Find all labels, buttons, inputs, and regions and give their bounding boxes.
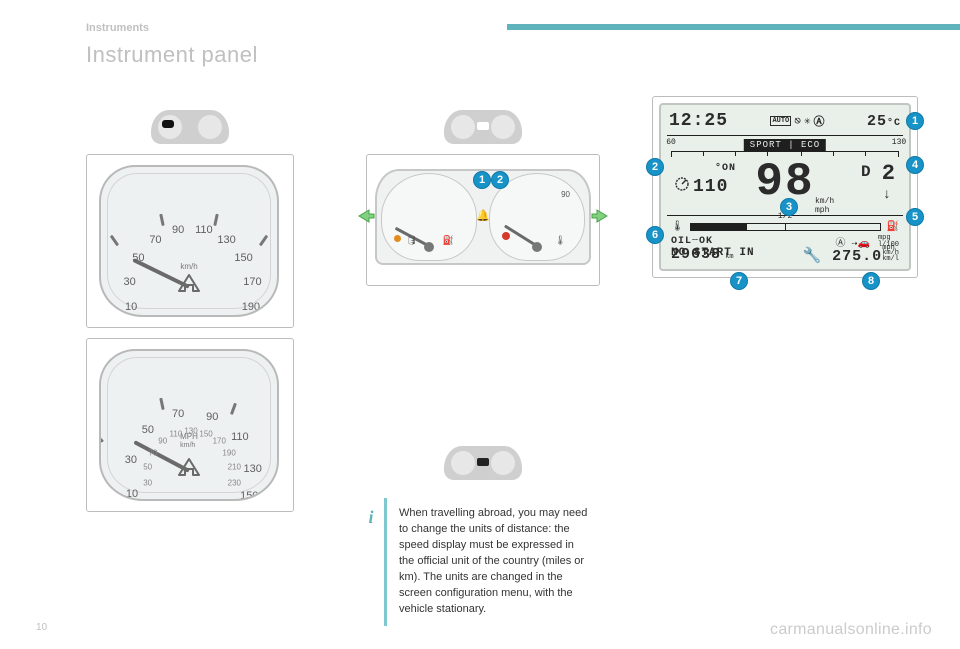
dial-number-inner: 110 bbox=[170, 429, 183, 438]
lcd-frame: 12:25 AUTO ⎋ ✳ Ⓐ 25°C SPORT | ECO 60 130 bbox=[652, 96, 918, 278]
dial-number: 110 bbox=[231, 431, 249, 443]
dial-number: 150 bbox=[240, 490, 258, 501]
dual-gauge-panel: 🛢 ⛽ 🌡 90 🔔 1 2 bbox=[366, 154, 600, 286]
column-cluster-info: 🛢 ⛽ 🌡 90 🔔 1 2 i When travell bbox=[366, 110, 600, 626]
speedometer-mph: MPH km/h 1030507090110130150305070901101… bbox=[91, 343, 287, 507]
coolant-temp-icon: 🌡 bbox=[671, 221, 684, 233]
fuel-temp-row: 🌡 1/2 ⛽ bbox=[671, 219, 899, 235]
fuel-bar: 1/2 bbox=[690, 223, 881, 231]
callout-2: 2 bbox=[646, 158, 664, 176]
callout-5: 5 bbox=[906, 208, 924, 226]
cluster-silhouette-icon bbox=[151, 110, 229, 144]
turn-signal-left-icon bbox=[357, 209, 375, 223]
dial-number: 70 bbox=[149, 234, 161, 246]
dial-number-inner: 190 bbox=[222, 449, 235, 458]
dial-number-inner: 170 bbox=[213, 437, 226, 446]
needle-hub bbox=[175, 273, 203, 295]
dial-number: 50 bbox=[132, 252, 144, 264]
callout-1: 1 bbox=[906, 112, 924, 130]
odometer-row: 29638 km 🔧 275.0 mphkm/hkm/l bbox=[671, 246, 899, 265]
dial-number: 70 bbox=[172, 408, 184, 420]
info-icon: i bbox=[363, 504, 379, 520]
cluster-silhouette-icon bbox=[444, 110, 522, 144]
lcd-speed-unit: km/hmph bbox=[815, 197, 834, 215]
dial-number: 30 bbox=[123, 276, 135, 288]
header-accent-bar bbox=[507, 24, 960, 30]
dial-number: 10 bbox=[125, 301, 137, 313]
callout-4: 4 bbox=[906, 156, 924, 174]
lcd-temp: 25°C bbox=[867, 113, 901, 130]
column-analogue-gauges: km/h 1030507090110130150170190 MPH km/h … bbox=[86, 110, 294, 522]
callout-3: 3 bbox=[780, 198, 798, 216]
dial-number: 30 bbox=[125, 454, 137, 466]
dial-number-inner: 230 bbox=[228, 478, 241, 487]
dial-number-inner: 90 bbox=[158, 437, 167, 446]
fan-icon: ✳ bbox=[804, 114, 811, 128]
coolant-temp-icon: 🌡 bbox=[555, 235, 566, 246]
callout-1: 1 bbox=[473, 171, 491, 189]
lcd-top-icons: AUTO ⎋ ✳ Ⓐ bbox=[770, 113, 824, 129]
dial-number: 130 bbox=[243, 463, 261, 475]
callout-7: 7 bbox=[730, 272, 748, 290]
lcd-time: 12:25 bbox=[669, 111, 728, 131]
page-title: Instrument panel bbox=[86, 42, 258, 68]
dial-number: 150 bbox=[234, 252, 252, 264]
info-note: i When travelling abroad, you may need t… bbox=[384, 498, 600, 626]
dial-number-inner: 30 bbox=[143, 478, 152, 487]
temp-max-label: 90 bbox=[561, 190, 570, 199]
eco-off-icon: Ⓐ bbox=[814, 113, 825, 129]
gauge-panel-kmh: km/h 10 30 50 70 90 110 130 150 170 190 bbox=[86, 154, 294, 328]
callout-6: 6 bbox=[646, 226, 664, 244]
column-lcd: 12:25 AUTO ⎋ ✳ Ⓐ 25°C SPORT | ECO 60 130 bbox=[652, 96, 918, 278]
dial-number: 10 bbox=[126, 488, 138, 500]
dial-number: 170 bbox=[243, 276, 261, 288]
dial-number: 190 bbox=[242, 301, 260, 313]
warning-dot-icon bbox=[502, 232, 510, 240]
cluster-silhouette-icon bbox=[444, 446, 522, 480]
dial-number: 50 bbox=[142, 424, 154, 436]
lcd-wrap: 12:25 AUTO ⎋ ✳ Ⓐ 25°C SPORT | ECO 60 130 bbox=[652, 96, 918, 278]
speedometer-kmh: km/h 10 30 50 70 90 110 130 150 170 190 bbox=[91, 159, 287, 323]
gear-indicator: D 2 ↓ bbox=[859, 161, 895, 203]
dial-number-inner: 150 bbox=[199, 429, 212, 438]
callout-8: 8 bbox=[862, 272, 880, 290]
section-label: Instruments bbox=[86, 22, 149, 34]
info-text: When travelling abroad, you may need to … bbox=[399, 507, 587, 615]
dial-number: 130 bbox=[217, 234, 235, 246]
oil-can-icon: 🛢 bbox=[406, 235, 417, 246]
dial-number-inner: 50 bbox=[143, 463, 152, 472]
dial-number-inner: 210 bbox=[228, 463, 241, 472]
fuel-gauge: 🛢 ⛽ bbox=[381, 173, 477, 261]
dual-gauge-cluster: 🛢 ⛽ 🌡 90 🔔 1 2 bbox=[371, 161, 595, 271]
wiper-icon: ⎋ bbox=[794, 114, 801, 128]
watermark: carmanualsonline.info bbox=[770, 621, 932, 639]
lcd-display: 12:25 AUTO ⎋ ✳ Ⓐ 25°C SPORT | ECO 60 130 bbox=[659, 103, 911, 271]
dial-number: 90 bbox=[206, 411, 218, 423]
page-number: 10 bbox=[36, 622, 47, 633]
dial-number-inner: 70 bbox=[148, 449, 157, 458]
gauge-unit: km/h bbox=[180, 262, 197, 271]
needle-hub bbox=[175, 457, 203, 479]
lcd-mode: SPORT | ECO bbox=[744, 139, 826, 151]
dial-number: 90 bbox=[172, 224, 184, 236]
seatbelt-icon: 🔔 bbox=[476, 209, 490, 222]
dial-number: 110 bbox=[195, 224, 213, 236]
dial-number-inner: 130 bbox=[184, 427, 197, 436]
gauge-panel-mph: MPH km/h 1030507090110130150305070901101… bbox=[86, 338, 294, 512]
auto-icon: AUTO bbox=[770, 116, 791, 126]
fuel-pump-icon: ⛽ bbox=[443, 235, 454, 246]
low-fuel-icon bbox=[394, 235, 401, 242]
callout-2: 2 bbox=[491, 171, 509, 189]
turn-signal-right-icon bbox=[591, 209, 609, 223]
fuel-pump-icon: ⛽ bbox=[887, 221, 899, 233]
